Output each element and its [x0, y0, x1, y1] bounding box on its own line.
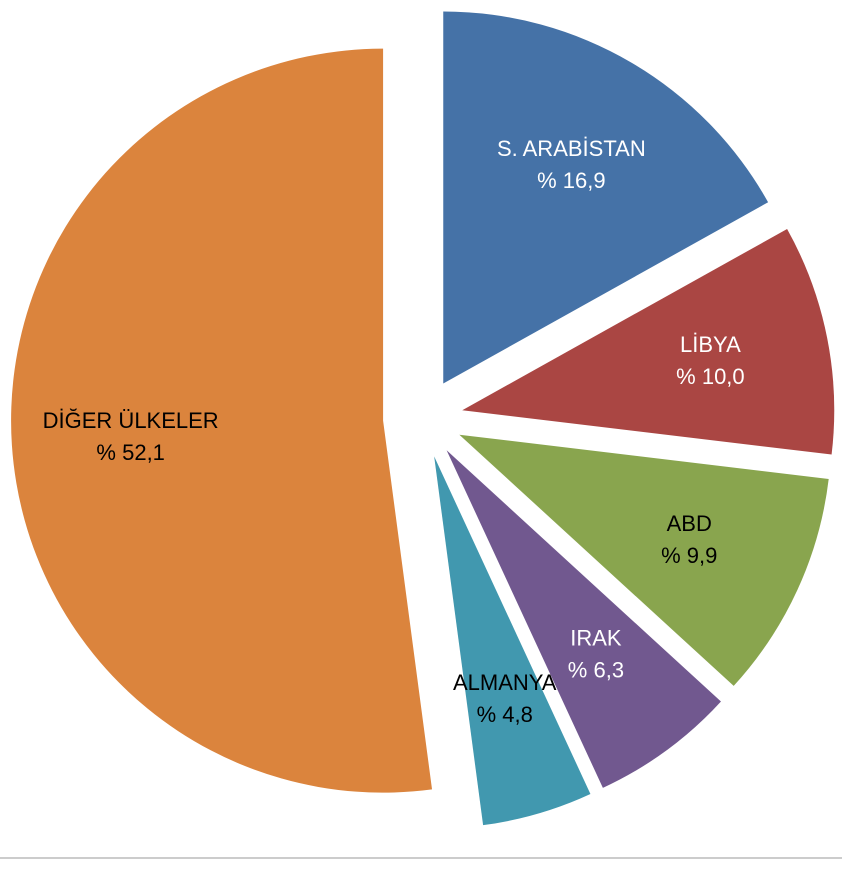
- pie-slice: [434, 456, 591, 826]
- slice-value-label: % 4,8: [477, 702, 533, 727]
- slice-label: ALMANYA: [453, 670, 557, 695]
- pie-slice: [459, 434, 829, 686]
- slice-label: ABD: [667, 511, 712, 536]
- pie-slice: [443, 11, 769, 384]
- pie-slice: [462, 229, 835, 455]
- slice-label: IRAK: [570, 625, 622, 650]
- slice-value-label: % 16,9: [537, 168, 606, 193]
- pie-slice: [11, 48, 433, 793]
- slice-value-label: % 9,9: [661, 543, 717, 568]
- slice-value-label: % 52,1: [96, 440, 165, 465]
- slice-label: LİBYA: [680, 332, 741, 357]
- slice-value-label: % 10,0: [676, 364, 745, 389]
- slice-value-label: % 6,3: [568, 657, 624, 682]
- pie-slice: [446, 450, 721, 788]
- slice-label: S. ARABİSTAN: [497, 136, 646, 161]
- slice-label: DİĞER ÜLKELER: [43, 408, 219, 433]
